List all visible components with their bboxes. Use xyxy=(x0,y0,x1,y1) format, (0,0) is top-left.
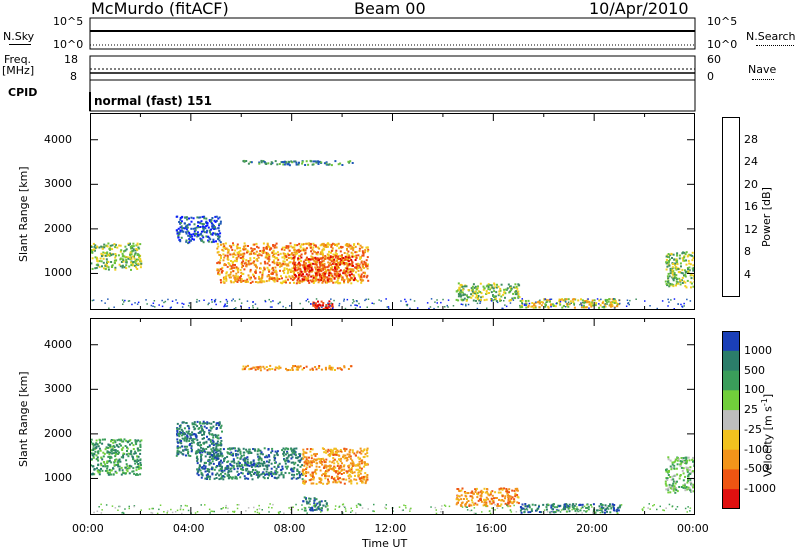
nsearch-tick-bottom: 10^0 xyxy=(707,38,738,51)
velocity-heatmap xyxy=(90,318,695,515)
echo-region-7 xyxy=(664,456,695,494)
nave-label: Nave xyxy=(748,63,777,76)
velocity-colorbar xyxy=(722,331,740,509)
echo-region-8 xyxy=(242,159,354,167)
x-axis-label: Time UT xyxy=(362,537,408,550)
velocity-colorbar-label-sup: -1 xyxy=(760,398,769,407)
nsky-tick-bottom: 10^0 xyxy=(53,38,84,51)
colorbar-tick-label: 500 xyxy=(744,363,765,377)
colorbar-tick-label: 28 xyxy=(744,132,758,146)
colorbar-tick-label: -100 xyxy=(744,442,769,456)
nsky-tick-top: 10^5 xyxy=(53,15,84,28)
nave-tick-top: 60 xyxy=(707,53,721,66)
cpid-value: normal (fast) 151 xyxy=(94,94,212,108)
cpid-frame xyxy=(89,79,696,112)
x-tick-label: 12:00 xyxy=(374,522,407,535)
echo-region-8 xyxy=(241,364,353,372)
colorbar-frame xyxy=(722,331,740,509)
y-tick-label: 1000 xyxy=(44,266,72,280)
colorbar-swatch xyxy=(722,350,740,372)
freq-frame xyxy=(89,55,696,81)
echo-region-5 xyxy=(455,487,520,508)
echo-region-0 xyxy=(90,438,143,476)
nsky-frame xyxy=(89,17,696,50)
colorbar-swatch xyxy=(722,370,740,391)
nsearch-tick-top: 10^5 xyxy=(707,15,738,28)
power-ylabel: Slant Range [km] xyxy=(17,166,30,262)
y-tick-label: 3000 xyxy=(44,382,72,396)
date-title: 10/Apr/2010 xyxy=(589,0,689,18)
x-tick-label: 00:00 xyxy=(72,522,104,535)
colorbar-tick-label: 4 xyxy=(744,267,751,281)
echo-region-3 xyxy=(301,447,369,485)
colorbar-tick-label: 20 xyxy=(744,177,758,191)
echo-region-1 xyxy=(175,215,222,245)
colorbar-swatch xyxy=(722,489,740,509)
colorbar-tick-label: 1000 xyxy=(744,343,772,357)
freq-label: Freq. xyxy=(4,53,32,66)
echo-region-6 xyxy=(519,298,621,309)
colorbar-swatch xyxy=(722,449,740,470)
y-tick-label: 4000 xyxy=(44,132,72,146)
echo-region-5 xyxy=(455,282,521,303)
echo-region-3 xyxy=(291,255,357,282)
y-tick-label: 1000 xyxy=(44,471,72,485)
colorbar-tick-label: -500 xyxy=(744,462,769,476)
colorbar-swatch xyxy=(722,410,740,431)
nsearch-line-legend xyxy=(756,45,794,46)
colorbar-tick-label: 25 xyxy=(744,403,758,417)
velocity-colorbar-label: Velocity [m s-1] xyxy=(760,394,775,477)
echo-region-0 xyxy=(90,242,143,271)
x-tick-label: 04:00 xyxy=(172,522,205,535)
colorbar-tick-label: 24 xyxy=(744,155,758,168)
colorbar-tick-label: 8 xyxy=(744,245,751,258)
colorbar-tick-label: -25 xyxy=(744,422,762,436)
colorbar-tick-label: -1000 xyxy=(744,482,776,496)
echo-region-2 xyxy=(216,242,370,285)
colorbar-swatch xyxy=(722,331,740,352)
velocity-colorbar-label-text: Velocity [m s xyxy=(761,406,775,477)
x-tick-label: 08:00 xyxy=(273,522,306,535)
colorbar-swatch xyxy=(722,469,740,490)
freq-unit: [MHz] xyxy=(2,64,35,77)
x-tick-label: 16:00 xyxy=(475,522,508,535)
y-tick-label: 3000 xyxy=(44,177,72,191)
station-title: McMurdo (fitACF) xyxy=(91,0,229,18)
power-colorbar xyxy=(722,117,740,297)
echo-region-2 xyxy=(195,447,304,481)
echo-region-1 xyxy=(175,420,223,458)
colorbar-swatch xyxy=(722,429,740,451)
nsearch-label: N.Search xyxy=(746,30,796,43)
y-tick-label: 2000 xyxy=(44,426,72,440)
y-tick-label: 4000 xyxy=(44,337,72,351)
colorbar-tick-label: 100 xyxy=(744,383,765,397)
colorbar-tick-label: 12 xyxy=(744,222,758,236)
freq-tick-bottom: 8 xyxy=(70,70,77,83)
cpid-label: CPID xyxy=(8,86,38,99)
nave-tick-bottom: 0 xyxy=(707,70,714,83)
power-heatmap xyxy=(90,113,695,310)
velocity-ylabel: Slant Range [km] xyxy=(17,371,30,467)
x-tick-label: 20:00 xyxy=(576,522,608,535)
x-tick-label: 00:00 xyxy=(677,522,709,535)
nave-line-legend xyxy=(752,79,774,80)
near-range-scatter xyxy=(91,298,695,310)
nsky-line-legend xyxy=(9,44,31,45)
near-range-scatter xyxy=(93,503,695,515)
colorbar-swatch xyxy=(722,390,740,411)
colorbar-frame xyxy=(722,117,740,297)
power-colorbar-label: Power [dB] xyxy=(760,187,773,247)
colorbar-tick-label: 16 xyxy=(744,200,758,213)
freq-tick-top: 18 xyxy=(64,53,78,66)
beam-title: Beam 00 xyxy=(354,0,426,18)
nsky-label: N.Sky xyxy=(3,30,35,43)
y-tick-label: 2000 xyxy=(44,221,72,235)
velocity-colorbar-label-close: ] xyxy=(761,393,775,399)
